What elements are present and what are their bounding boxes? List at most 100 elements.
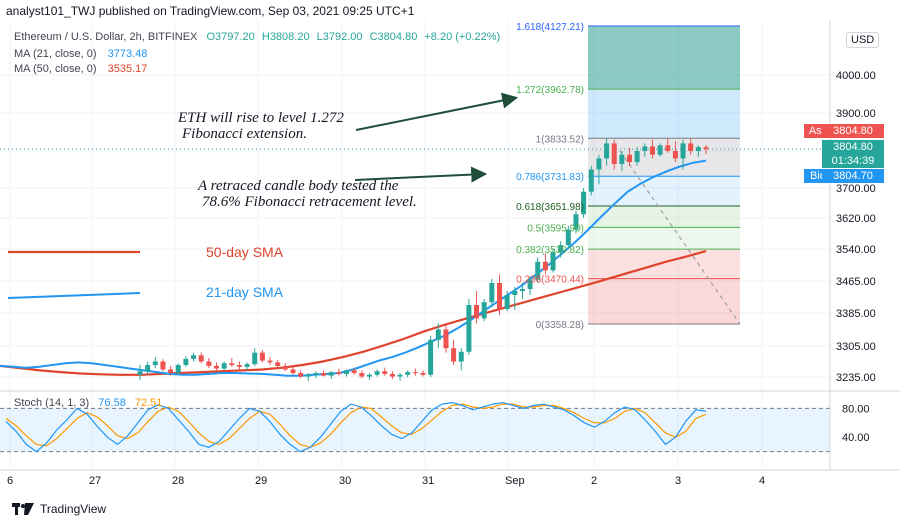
stoch-d-value: 72.51 [134,397,163,409]
candle-body [550,252,556,271]
x-tick-label: Sep [505,475,525,487]
currency-button[interactable]: USD [846,32,880,48]
y-tick-label: 3465.00 [836,276,876,288]
fib-ext-line2: Fibonacci extension. [182,126,307,142]
candle-body [236,365,242,367]
candle-body [389,373,395,377]
c-label: C [369,31,378,43]
l-label: L [316,31,323,43]
fib-level-label: 0.5(3595.90) [527,223,584,234]
y-tick-label: 4000.00 [836,70,876,82]
candle-body [191,355,197,359]
candle-body [366,374,372,377]
candle-body [581,191,587,215]
candle-body [642,146,648,151]
retrace-line2: 78.6% Fibonacci retracement level. [202,194,417,210]
ohlc-change: +8.20 (+0.22%) [424,31,501,43]
stoch-tick-label: 80.00 [842,403,870,415]
candle-body [657,145,663,155]
candle-body [336,372,342,374]
candle-body [604,143,610,159]
fib-level-label: 0.618(3651.98) [516,202,584,213]
candle-body [152,361,158,366]
o-label: O [206,31,216,43]
trend-dashed-line [619,150,741,325]
fib-level-label: 1.272(3962.78) [516,85,584,96]
publisher-header: analyst101_TWJ published on TradingView.… [6,4,415,18]
candle-body [244,364,250,367]
stoch-tick-label: 40.00 [842,432,870,444]
candle-body [359,373,365,377]
candle-body [382,371,388,374]
fib-labels-layer: 1.618(4127.21) 1.272(3962.78) 1(3833.52) 0.… [516,22,584,331]
fib-level-label: 1.618(4127.21) [516,22,584,33]
candle-body [672,151,678,159]
y-tick-label: 3620.00 [836,213,876,225]
candle-body [474,305,480,319]
axes-layer: 4000.003900.003800.003700.003620.003540.… [0,20,900,487]
candle-body [198,355,204,362]
candle-body [489,283,495,303]
candle-body [611,143,617,164]
bid-price-tag: 3804.70 [822,169,884,183]
ma50-label: MA (50, close, 0) [14,63,97,75]
x-tick-label: 30 [339,475,351,487]
candle-body [558,245,564,253]
candle-body [412,372,418,374]
h-label: H [261,31,270,43]
x-tick-label: 2 [591,475,597,487]
candle-body [695,147,701,151]
ma21-value: 3773.48 [107,48,148,60]
candle-body [344,370,350,374]
fib-level-label: 0(3358.28) [536,320,584,331]
c-value: 3804.80 [377,31,418,43]
candle-body [328,372,334,376]
fib-level-label: 0.382(3539.82) [516,245,584,256]
fib-level-label: 0.236(3470.44) [516,275,584,286]
candle-body [160,361,166,370]
candle-body [619,154,625,164]
ohlc-open: O3797.20 [206,31,254,43]
arrow-to-fib-extension [355,92,519,131]
candle-body [519,289,525,291]
candle-body [703,147,709,150]
ma50-legend[interactable]: MA (50, close, 0) 3535.17 [14,63,147,75]
candle-body [420,373,426,375]
candle-body [137,371,143,375]
candle-body [481,302,487,319]
ma21-legend-swatch [7,292,141,299]
ma21-legend[interactable]: MA (21, close, 0) 3773.48 [14,48,147,60]
fib-zone [588,278,740,325]
candle-body [451,348,457,362]
candle-body [466,305,472,352]
stoch-legend[interactable]: Stoch (14, 1, 3) 76.58 72.51 [14,397,162,409]
fib-zone [588,89,740,139]
x-tick-label: 29 [255,475,267,487]
candle-body [596,158,602,170]
candle-body [275,362,281,366]
candle-body [573,214,579,230]
ma50-line [0,250,707,376]
candle-body [351,370,357,374]
candle-body [397,374,403,377]
fib-zone [588,249,740,279]
ask-price-tag: 3804.80 [822,124,884,138]
candle-body [627,154,633,163]
y-tick-label: 3385.00 [836,308,876,320]
ma50-value: 3535.17 [107,63,148,75]
annotation-fib-extension: ETH will rise to level 1.272 Fibonacci e… [178,110,344,142]
candle-body [305,374,311,377]
footer-brand[interactable]: TradingView [12,502,106,516]
fib-zone [588,138,740,177]
candle-body [435,329,441,340]
fib-zone [588,227,740,250]
x-tick-label: 31 [422,475,434,487]
last-price-tag: 3804.80 [822,140,884,154]
candle-body [588,169,594,192]
candle-body [374,371,380,375]
o-value: 3797.20 [215,31,255,43]
ma21-line [0,159,707,377]
stoch-label: Stoch (14, 1, 3) [14,397,90,409]
candle-body [145,365,151,372]
